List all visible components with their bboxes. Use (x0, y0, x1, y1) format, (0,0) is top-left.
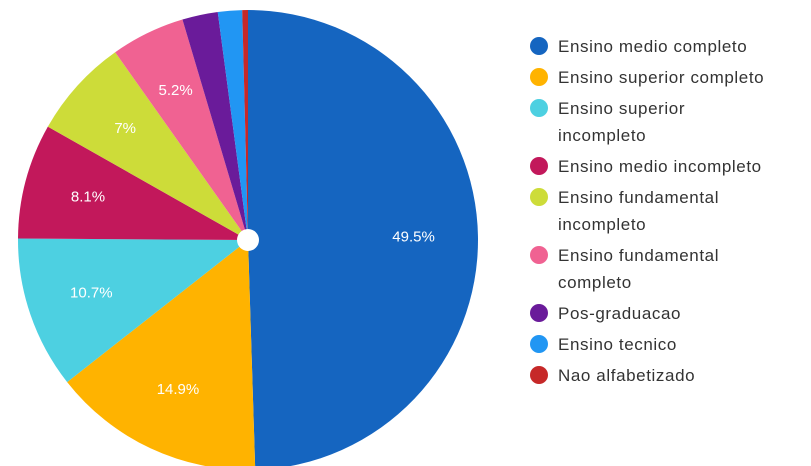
legend-swatch (530, 37, 548, 55)
legend-swatch (530, 304, 548, 322)
legend-swatch (530, 157, 548, 175)
legend-swatch (530, 366, 548, 384)
data-label: 8.1% (71, 188, 105, 205)
legend-label: Ensino tecnico (558, 335, 677, 354)
legend-label: Ensino fundamental completo (558, 246, 720, 292)
pie-slice (47, 52, 249, 240)
pie-slice (242, 10, 248, 240)
data-label: 10.7% (70, 285, 113, 302)
pie-slice (18, 238, 248, 383)
data-label: 49.5% (392, 228, 435, 245)
legend-label: Nao alfabetizado (558, 366, 696, 385)
legend-label: Ensino superior completo (558, 68, 765, 87)
legend-label: Ensino fundamental incompleto (558, 188, 720, 234)
data-label: 7% (114, 120, 136, 137)
legend-item: Ensino superior incompleto (530, 95, 805, 149)
legend-swatch (530, 246, 548, 264)
data-label: 5.2% (159, 82, 193, 99)
legend-item: Nao alfabetizado (530, 362, 805, 389)
center-dot (237, 229, 259, 251)
legend-label: Ensino medio incompleto (558, 157, 762, 176)
pie-slice (115, 19, 248, 240)
legend-item: Ensino fundamental incompleto (530, 184, 805, 238)
legend-item: Ensino fundamental completo (530, 242, 805, 296)
legend-item: Ensino medio completo (530, 33, 805, 60)
pie-slice (182, 11, 248, 241)
legend-swatch (530, 68, 548, 86)
legend-item: Ensino medio incompleto (530, 153, 805, 180)
legend-item: Ensino tecnico (530, 331, 805, 358)
legend-swatch (530, 335, 548, 353)
pie-slice (248, 10, 478, 466)
legend-swatch (530, 99, 548, 117)
pie-slice (67, 240, 256, 466)
legend-label: Ensino superior incompleto (558, 99, 686, 145)
legend-item: Pos-graduacao (530, 300, 805, 327)
legend-label: Pos-graduacao (558, 304, 682, 323)
legend-swatch (530, 188, 548, 206)
pie-area: 49.5% 14.9% 10.7% 8.1% 7% 5.2% (18, 10, 478, 466)
legend-item: Ensino superior completo (530, 64, 805, 91)
legend-label: Ensino medio completo (558, 37, 748, 56)
legend: Ensino medio completo Ensino superior com… (530, 33, 805, 393)
data-label: 14.9% (157, 381, 200, 398)
pie-slice (217, 10, 248, 241)
pie-slice (18, 126, 248, 240)
